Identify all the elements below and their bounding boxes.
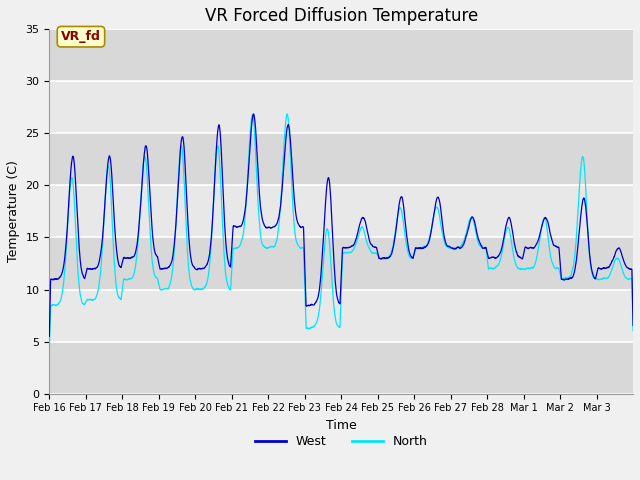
Line: North: North <box>49 114 633 350</box>
West <box>531 245 538 251</box>
Bar <box>49 342 633 394</box>
North <box>364 240 371 246</box>
Bar <box>49 133 633 185</box>
North <box>45 347 53 353</box>
Bar <box>49 29 633 81</box>
North <box>283 111 291 117</box>
Legend: West, North: West, North <box>250 430 433 453</box>
West <box>545 226 553 231</box>
North <box>531 264 538 269</box>
Bar <box>49 289 633 342</box>
Y-axis label: Temperature (C): Temperature (C) <box>7 160 20 263</box>
West <box>395 207 403 213</box>
North <box>166 280 174 286</box>
West <box>364 227 371 233</box>
Line: West: West <box>49 114 633 336</box>
Text: VR_fd: VR_fd <box>61 30 101 43</box>
X-axis label: Time: Time <box>326 419 356 432</box>
North <box>629 328 637 334</box>
Bar <box>49 238 633 289</box>
West <box>502 225 509 231</box>
Bar <box>49 81 633 133</box>
Bar <box>49 185 633 238</box>
West <box>45 334 53 339</box>
North <box>395 209 403 215</box>
North <box>502 230 509 236</box>
West <box>629 323 637 328</box>
West <box>166 262 174 268</box>
West <box>250 111 257 117</box>
North <box>545 245 553 251</box>
Title: VR Forced Diffusion Temperature: VR Forced Diffusion Temperature <box>205 7 478 25</box>
